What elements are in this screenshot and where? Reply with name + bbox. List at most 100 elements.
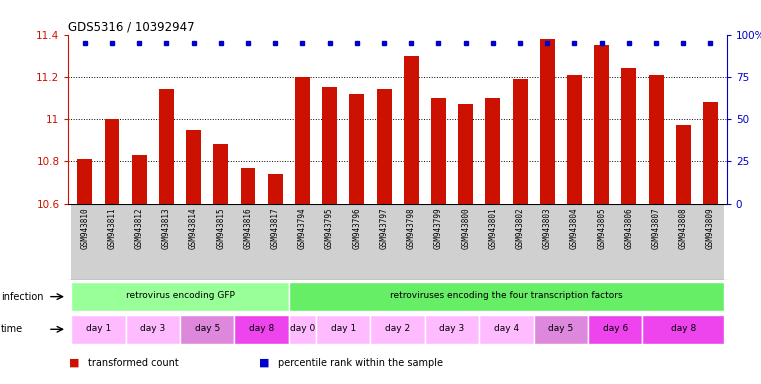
Bar [295,77,310,204]
Bar [594,45,609,204]
Bar [234,204,262,280]
Bar [153,204,180,280]
Text: percentile rank within the sample: percentile rank within the sample [278,358,443,368]
Bar [316,204,343,280]
Text: GSM943816: GSM943816 [244,207,253,249]
Text: GSM943806: GSM943806 [624,207,633,249]
Bar [506,204,533,280]
Bar [621,68,636,204]
Text: GSM943807: GSM943807 [651,207,661,249]
Bar [343,204,371,280]
Text: retroviruses encoding the four transcription factors: retroviruses encoding the four transcrip… [390,291,622,301]
Text: time: time [1,324,23,334]
Text: day 5: day 5 [548,324,574,333]
Bar [703,102,718,204]
Text: transformed count: transformed count [88,358,178,368]
Text: GSM943797: GSM943797 [380,207,389,249]
Bar [642,204,670,280]
Text: day 3: day 3 [439,324,465,333]
Text: day 1: day 1 [330,324,356,333]
Text: day 6: day 6 [603,324,628,333]
Bar [72,282,289,311]
Bar [72,204,98,280]
Bar [268,174,282,204]
Bar [697,204,724,280]
Text: GSM943812: GSM943812 [135,207,144,249]
Text: GSM943809: GSM943809 [706,207,715,249]
Bar [615,204,642,280]
Text: retrovirus encoding GFP: retrovirus encoding GFP [126,291,234,301]
Bar [567,75,582,204]
Text: GSM943802: GSM943802 [515,207,524,249]
Text: day 1: day 1 [86,324,111,333]
Bar [186,130,201,204]
Bar [533,204,561,280]
Text: GSM943798: GSM943798 [406,207,416,249]
Bar [648,75,664,204]
Text: infection: infection [1,291,43,302]
Bar [377,89,391,204]
Bar [98,204,126,280]
Bar [540,39,555,204]
Text: day 5: day 5 [195,324,220,333]
Bar [533,314,588,344]
Text: day 4: day 4 [494,324,519,333]
Bar [676,126,691,204]
Text: GSM943808: GSM943808 [679,207,688,249]
Text: GDS5316 / 10392947: GDS5316 / 10392947 [68,20,195,33]
Bar [670,204,697,280]
Text: day 2: day 2 [385,324,410,333]
Bar [72,314,126,344]
Bar [213,144,228,204]
Bar [322,88,337,204]
Bar [371,314,425,344]
Text: day 8: day 8 [249,324,274,333]
Bar [588,204,615,280]
Bar [159,89,174,204]
Bar [316,314,371,344]
Bar [240,168,256,204]
Bar [561,204,588,280]
Bar [234,314,289,344]
Bar [262,204,289,280]
Bar [371,204,397,280]
Text: GSM943804: GSM943804 [570,207,579,249]
Bar [349,94,365,204]
Text: GSM943800: GSM943800 [461,207,470,249]
Text: GSM943813: GSM943813 [162,207,171,249]
Bar [104,119,119,204]
Bar [458,104,473,204]
Text: GSM943805: GSM943805 [597,207,606,249]
Bar [588,314,642,344]
Bar [289,204,316,280]
Bar [207,204,234,280]
Bar [180,314,234,344]
Bar [78,159,92,204]
Text: GSM943796: GSM943796 [352,207,361,249]
Text: ■: ■ [68,358,79,368]
Bar [404,56,419,204]
Text: ■: ■ [259,358,269,368]
Text: GSM943811: GSM943811 [107,207,116,249]
Bar [452,204,479,280]
Bar [132,155,147,204]
Bar [642,314,724,344]
Text: GSM943810: GSM943810 [81,207,89,249]
Text: GSM943795: GSM943795 [325,207,334,249]
Bar [479,204,506,280]
Text: day 0: day 0 [290,324,315,333]
Text: GSM943815: GSM943815 [216,207,225,249]
Text: GSM943803: GSM943803 [543,207,552,249]
Text: GSM943794: GSM943794 [298,207,307,249]
Bar [397,204,425,280]
Text: GSM943799: GSM943799 [434,207,443,249]
Text: day 8: day 8 [670,324,696,333]
Bar [126,314,180,344]
Text: GSM943817: GSM943817 [271,207,280,249]
Bar [431,98,446,204]
Bar [513,79,527,204]
Text: GSM943801: GSM943801 [489,207,498,249]
Bar [425,204,452,280]
Bar [479,314,533,344]
Bar [289,282,724,311]
